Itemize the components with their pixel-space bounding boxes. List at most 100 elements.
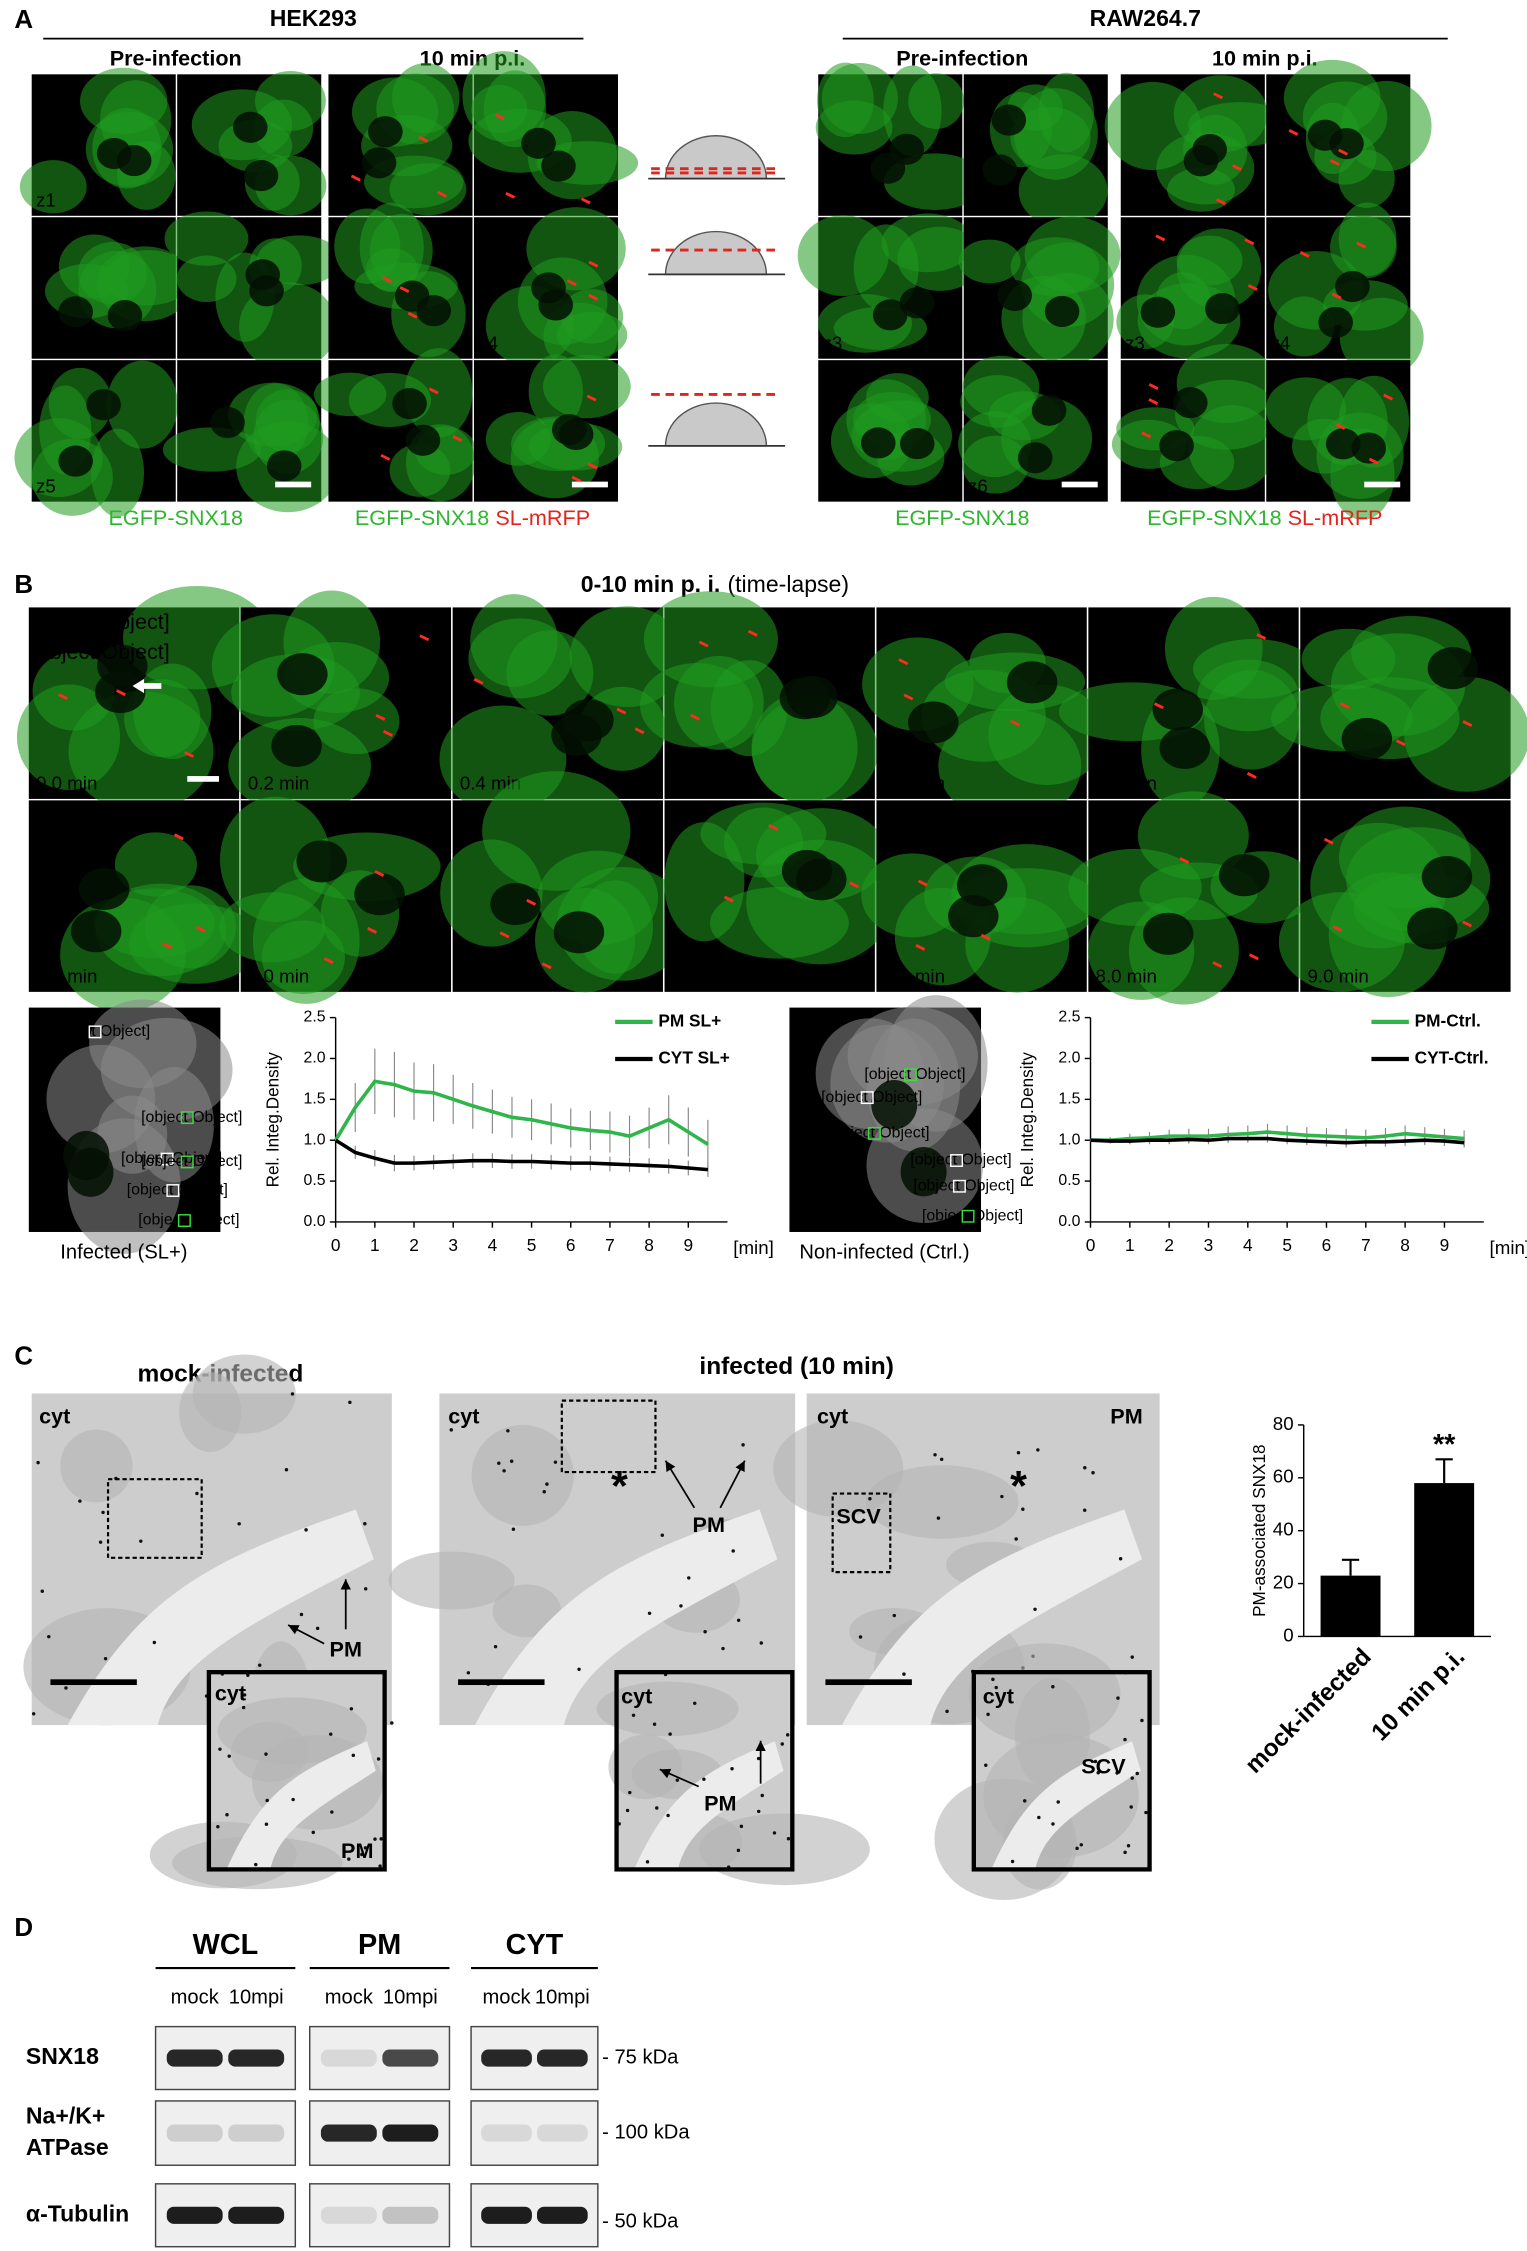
roi-label: [object Object]: [141, 1109, 242, 1126]
gold-particle: [1010, 1859, 1015, 1864]
gold-particle: [449, 1428, 454, 1432]
inset-label: cyt: [983, 1685, 1014, 1709]
pointer-arrow: [664, 1460, 696, 1509]
gold-particle: [991, 1677, 995, 1682]
bacterium: [1332, 925, 1343, 932]
y-tick-label: 2.5: [1058, 1009, 1080, 1026]
bacterium: [1356, 241, 1367, 249]
gold-particle: [237, 1522, 241, 1526]
gold-particle: [502, 1469, 506, 1473]
gold-particle: [1093, 1759, 1098, 1764]
roi-box: [860, 1091, 874, 1105]
nucleus: [900, 1147, 947, 1197]
roi-box: [180, 1111, 194, 1125]
gold-particle: [1115, 1771, 1119, 1775]
gold-particle: [655, 1806, 659, 1810]
band: [536, 2124, 588, 2142]
schematic-cell: [664, 230, 768, 276]
gold-particle: [902, 1672, 906, 1676]
gold-particle: [1016, 1450, 1021, 1455]
bar: [1414, 1483, 1475, 1637]
size-marker: - 100 kDa: [602, 2121, 690, 2143]
bacterium: [571, 475, 582, 483]
lane-label: mock: [482, 1986, 531, 2008]
time-label: 0.0 min: [36, 773, 97, 794]
bacterium: [173, 833, 184, 841]
gold-particle: [984, 1763, 988, 1767]
band: [481, 2049, 532, 2067]
cell: [1338, 149, 1395, 208]
bacterium: [162, 942, 173, 950]
gold-particle: [731, 1549, 735, 1553]
time-label: 0.6 min: [672, 773, 733, 794]
gold-particle: [98, 1540, 103, 1544]
bacterium: [747, 629, 758, 637]
cell: [908, 73, 965, 130]
em-texture: [1014, 1677, 1090, 1792]
nucleus: [1335, 270, 1370, 303]
series-line: [1090, 1130, 1465, 1143]
time-label: 1.0 min: [1096, 773, 1157, 794]
inset-label: cyt: [215, 1682, 246, 1706]
nucleus: [1017, 442, 1053, 474]
roi-box: [177, 1214, 191, 1227]
nucleus: [107, 299, 143, 332]
gold-particle: [493, 1644, 498, 1649]
channel-label: [object Object]: [32, 640, 170, 664]
roi-box: [952, 1179, 966, 1193]
gold-particle: [218, 1747, 222, 1751]
gold-particle: [1129, 1805, 1133, 1809]
cell: [1273, 296, 1335, 357]
y-tick-label: 0.5: [304, 1172, 326, 1189]
nucleus: [1421, 855, 1473, 899]
legend-label: PM-Ctrl.: [1415, 1010, 1481, 1030]
x-tick-label: 5: [527, 1235, 537, 1255]
stain-name: EGFP-SNX18: [895, 506, 1029, 530]
gold-particle: [693, 1701, 697, 1706]
cell: [526, 207, 626, 291]
nucleus: [1407, 907, 1458, 950]
x-tick-label: 10 min p.i.: [1366, 1643, 1470, 1746]
x-tick-label: 7: [1361, 1235, 1371, 1255]
scale-bar: [50, 1679, 137, 1686]
cell: [958, 239, 1021, 284]
em-label: cyt: [448, 1405, 479, 1429]
nucleus: [97, 644, 148, 687]
bacterium: [407, 311, 418, 319]
roi-box: [950, 1154, 964, 1167]
bacterium: [588, 293, 599, 301]
x-tick-label: 1: [370, 1235, 380, 1255]
inset-frame: [206, 1670, 387, 1872]
roi-label: [object Object]: [127, 1182, 228, 1199]
band: [382, 2124, 439, 2142]
bacterium: [1244, 238, 1255, 246]
bacterium: [1213, 92, 1224, 100]
gold-particle: [304, 1528, 308, 1532]
band: [228, 2049, 285, 2067]
nucleus: [277, 653, 328, 696]
em-texture: [773, 1420, 904, 1517]
gold-particle: [994, 1685, 998, 1690]
roi-box: [166, 1184, 180, 1197]
nucleus: [1031, 394, 1067, 426]
nucleus: [531, 272, 566, 304]
nucleus: [490, 882, 541, 926]
x-tick-label: 3: [1204, 1235, 1214, 1255]
nucleus: [781, 849, 833, 892]
cell: [1176, 228, 1262, 310]
em-texture: [865, 1465, 1019, 1539]
cell: [19, 160, 87, 214]
gold-particle: [1037, 1815, 1041, 1820]
gold-particle: [246, 1673, 250, 1677]
x-tick-label: 9: [1440, 1235, 1450, 1255]
x-tick-label: 3: [448, 1235, 458, 1255]
bacterium: [380, 453, 391, 461]
slice-label: z6: [968, 475, 988, 496]
bacterium: [115, 689, 126, 697]
cell: [853, 224, 919, 312]
cell: [1204, 669, 1300, 770]
gold-particle: [265, 1798, 269, 1803]
bacterium: [452, 435, 463, 442]
band: [166, 2206, 223, 2224]
nucleus: [243, 160, 279, 192]
